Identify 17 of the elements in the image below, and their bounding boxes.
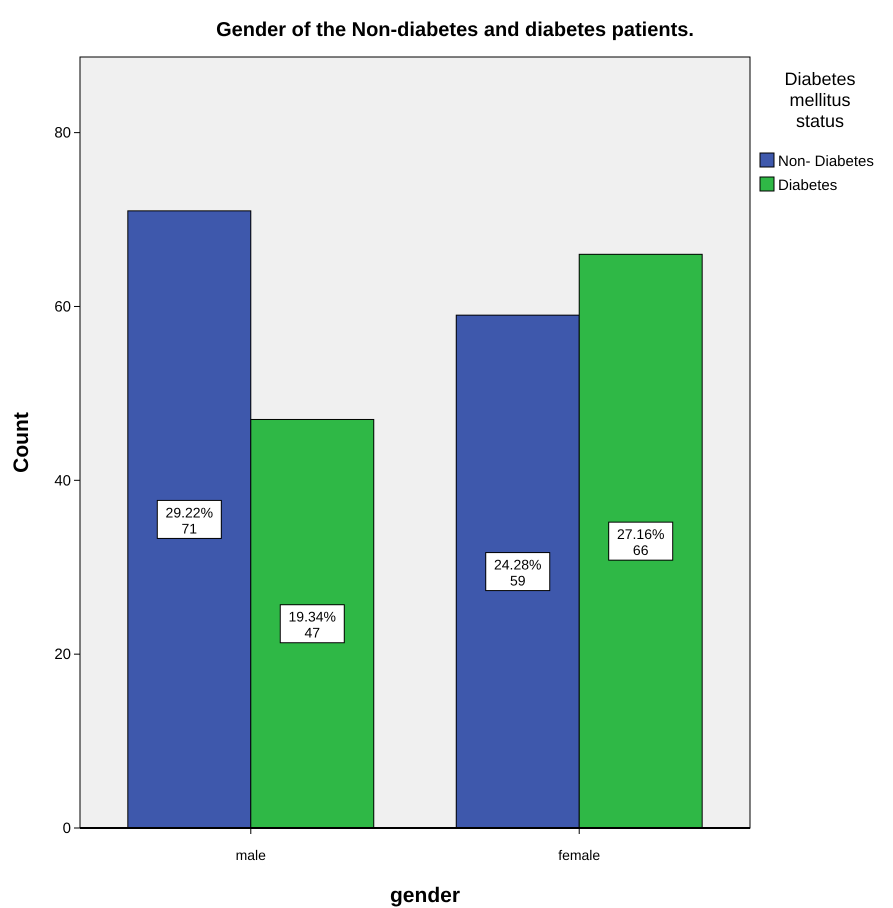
x-tick-label: female <box>558 847 600 863</box>
y-tick-label: 40 <box>54 472 71 490</box>
legend-label: Diabetes <box>778 177 838 194</box>
legend-label: Non- Diabetes <box>778 153 874 170</box>
data-label: 24.28% 59 <box>494 556 542 589</box>
data-label: 19.34% 47 <box>288 608 336 641</box>
y-tick-label: 80 <box>54 124 71 142</box>
data-label: 27.16% 66 <box>616 526 664 558</box>
legend-title: Diabetes mellitus status <box>784 69 856 131</box>
data-label: 29.22% 71 <box>166 504 214 536</box>
y-tick-label: 0 <box>62 820 71 837</box>
y-tick-label: 20 <box>54 646 71 664</box>
chart-title: Gender of the Non-diabetes and diabetes patients. <box>216 19 694 41</box>
x-tick-label: male <box>236 847 266 863</box>
y-axis-title: Count <box>10 412 33 473</box>
x-axis-title: gender <box>390 884 460 907</box>
y-tick-label: 60 <box>54 298 71 316</box>
